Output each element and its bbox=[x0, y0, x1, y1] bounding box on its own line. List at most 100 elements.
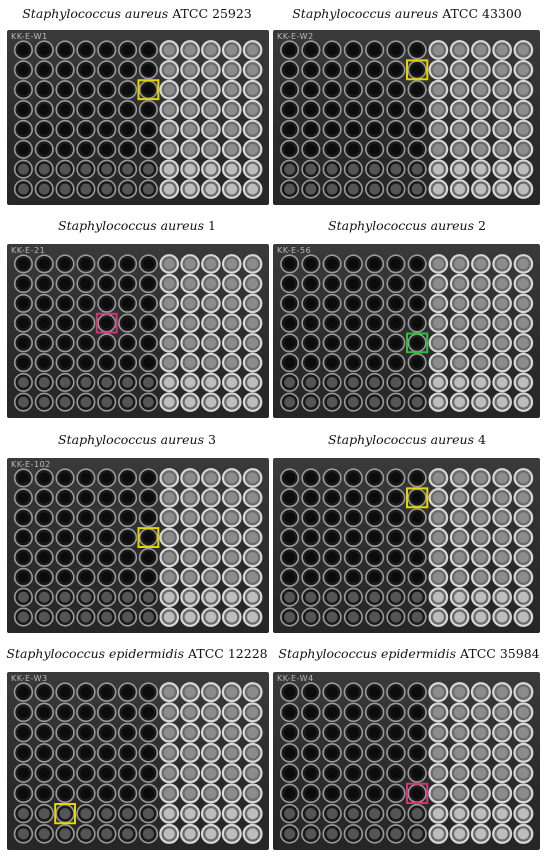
well-center bbox=[305, 828, 317, 840]
well-center bbox=[411, 258, 423, 270]
well-center bbox=[432, 376, 444, 388]
well-center bbox=[38, 552, 50, 563]
well-center bbox=[247, 357, 258, 369]
well-center bbox=[284, 278, 296, 290]
mic-highlight-box bbox=[406, 487, 429, 509]
well-center bbox=[142, 727, 154, 739]
well-center bbox=[305, 591, 317, 603]
well-center bbox=[369, 297, 381, 309]
well-center bbox=[163, 727, 175, 739]
well-center bbox=[347, 767, 359, 779]
well-center bbox=[411, 532, 423, 543]
well-center bbox=[247, 532, 259, 543]
well-center bbox=[411, 44, 423, 56]
well-center bbox=[369, 787, 381, 799]
well-center bbox=[369, 258, 381, 270]
well-center bbox=[205, 124, 217, 135]
well-center bbox=[80, 278, 92, 290]
well-center bbox=[369, 163, 381, 175]
well-center bbox=[205, 492, 217, 504]
well-center bbox=[80, 611, 92, 623]
well-center bbox=[80, 532, 92, 543]
well-center bbox=[411, 747, 423, 759]
well-center bbox=[205, 258, 217, 270]
well-center bbox=[411, 472, 423, 484]
well-center bbox=[326, 337, 338, 349]
well-center bbox=[390, 357, 402, 369]
well-center bbox=[432, 828, 444, 840]
well-center bbox=[59, 163, 71, 175]
well-center bbox=[411, 337, 423, 349]
mic-highlight-box bbox=[137, 79, 160, 101]
well-center bbox=[475, 552, 487, 563]
well-center bbox=[184, 84, 196, 96]
well-center bbox=[305, 278, 317, 290]
well-center bbox=[517, 143, 529, 155]
well-grid bbox=[280, 468, 534, 627]
well-center bbox=[80, 552, 92, 563]
well-center bbox=[454, 297, 466, 309]
well-center bbox=[517, 512, 529, 524]
well-center bbox=[390, 278, 402, 290]
well-center bbox=[326, 532, 338, 543]
well-center bbox=[517, 611, 529, 623]
well-center bbox=[38, 183, 50, 195]
well-center bbox=[122, 828, 134, 840]
well-center bbox=[205, 317, 217, 329]
well-center bbox=[80, 183, 92, 195]
well-center bbox=[59, 828, 71, 840]
well-center bbox=[305, 571, 317, 583]
well-center bbox=[390, 747, 402, 759]
well-center bbox=[38, 278, 50, 290]
species-name: Staphylococcus epidermidis bbox=[6, 646, 185, 661]
well-center bbox=[247, 297, 258, 309]
well-center bbox=[475, 376, 487, 388]
well-center bbox=[247, 747, 259, 759]
well-center bbox=[411, 571, 423, 583]
well-center bbox=[326, 767, 338, 779]
well-center bbox=[305, 337, 317, 349]
well-center bbox=[284, 787, 296, 799]
well-center bbox=[101, 396, 113, 408]
well-center bbox=[432, 727, 444, 739]
well-center bbox=[305, 787, 317, 799]
well-grid bbox=[280, 254, 534, 412]
well-center bbox=[59, 376, 71, 388]
well-center bbox=[517, 472, 529, 484]
well-center bbox=[226, 808, 238, 820]
well-center bbox=[184, 183, 196, 195]
well-center bbox=[326, 706, 338, 718]
well-center bbox=[284, 828, 296, 840]
well-center bbox=[284, 124, 296, 135]
well-grid bbox=[13, 468, 263, 627]
well-center bbox=[226, 472, 238, 484]
well-center bbox=[122, 317, 133, 329]
well-center bbox=[369, 143, 381, 155]
well-center bbox=[432, 44, 444, 56]
well-center bbox=[284, 143, 296, 155]
well-center bbox=[369, 64, 381, 76]
well-center bbox=[390, 706, 402, 718]
well-center bbox=[326, 297, 338, 309]
well-center bbox=[517, 44, 529, 56]
well-center bbox=[475, 124, 487, 135]
well-center bbox=[305, 512, 317, 524]
well-center bbox=[80, 163, 92, 175]
well-center bbox=[142, 124, 154, 135]
well-center bbox=[390, 396, 402, 408]
well-center bbox=[226, 828, 238, 840]
well-center bbox=[17, 591, 29, 603]
well-center bbox=[122, 396, 133, 408]
well-center bbox=[517, 317, 529, 329]
well-center bbox=[38, 747, 50, 759]
well-center bbox=[17, 492, 29, 504]
well-center bbox=[496, 317, 508, 329]
well-center bbox=[143, 337, 154, 349]
well-center bbox=[432, 706, 444, 718]
strain-name: ATCC 35984 bbox=[460, 646, 540, 661]
well-center bbox=[163, 552, 175, 563]
well-center bbox=[122, 552, 134, 563]
well-center bbox=[475, 571, 487, 583]
well-center bbox=[517, 552, 529, 563]
well-center bbox=[517, 104, 529, 115]
